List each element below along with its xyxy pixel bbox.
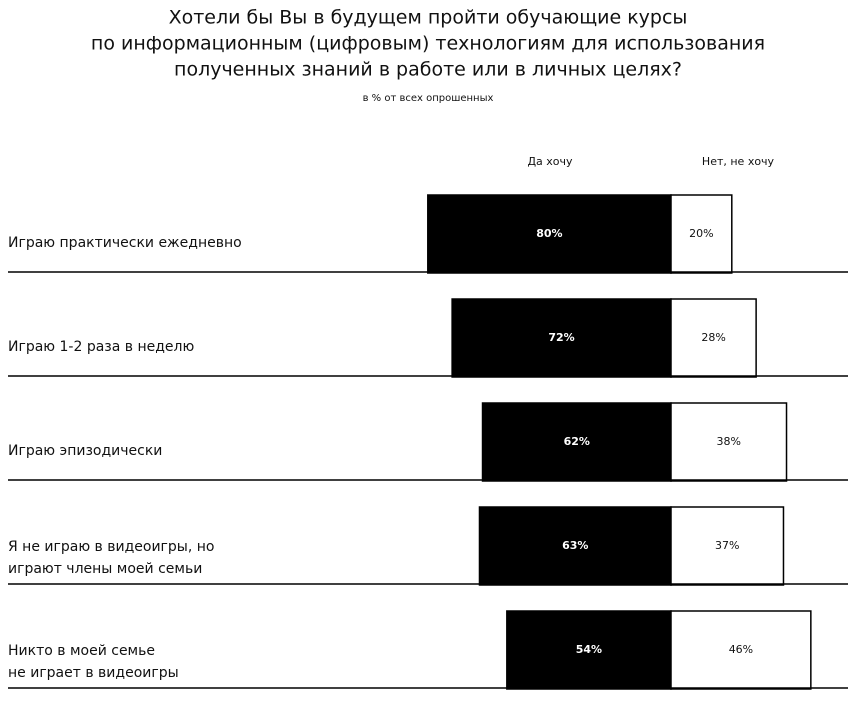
legend-entry: Да хочу — [527, 155, 573, 168]
category-label: Играю эпизодически — [8, 443, 162, 459]
category-label: Играю 1-2 раза в неделю — [8, 339, 194, 355]
category-label: не играет в видеоигры — [8, 665, 179, 681]
value-label: 46% — [729, 643, 753, 656]
bar — [670, 402, 788, 482]
value-label: 54% — [576, 643, 602, 656]
bar — [670, 298, 757, 378]
category-label: Я не играю в видеоигры, но — [8, 539, 214, 555]
legend-entry: Нет, не хочу — [702, 155, 775, 168]
value-label: 20% — [689, 227, 713, 240]
value-label: 37% — [715, 539, 739, 552]
value-label: 38% — [717, 435, 741, 448]
value-label: 80% — [536, 227, 562, 240]
bar — [670, 610, 812, 690]
bar — [670, 506, 785, 586]
value-label: 72% — [548, 331, 574, 344]
value-label: 63% — [562, 539, 588, 552]
category-label: Никто в моей семье — [8, 643, 155, 659]
chart-title: Хотели бы Вы в будущем пройти обучающие … — [169, 7, 688, 29]
bar — [427, 194, 672, 274]
value-label: 28% — [701, 331, 725, 344]
category-label: играют члены моей семьи — [8, 561, 202, 577]
bar — [451, 298, 672, 378]
chart-title: полученных знаний в работе или в личных … — [174, 59, 682, 81]
bar — [478, 506, 672, 586]
category-label: Играю практически ежедневно — [8, 235, 242, 251]
bar — [670, 194, 733, 274]
chart-subtitle: в % от всех опрошенных — [363, 93, 494, 104]
value-label: 62% — [564, 435, 590, 448]
bar — [506, 610, 672, 690]
chart-title: по информационным (цифровым) технологиям… — [91, 33, 765, 55]
